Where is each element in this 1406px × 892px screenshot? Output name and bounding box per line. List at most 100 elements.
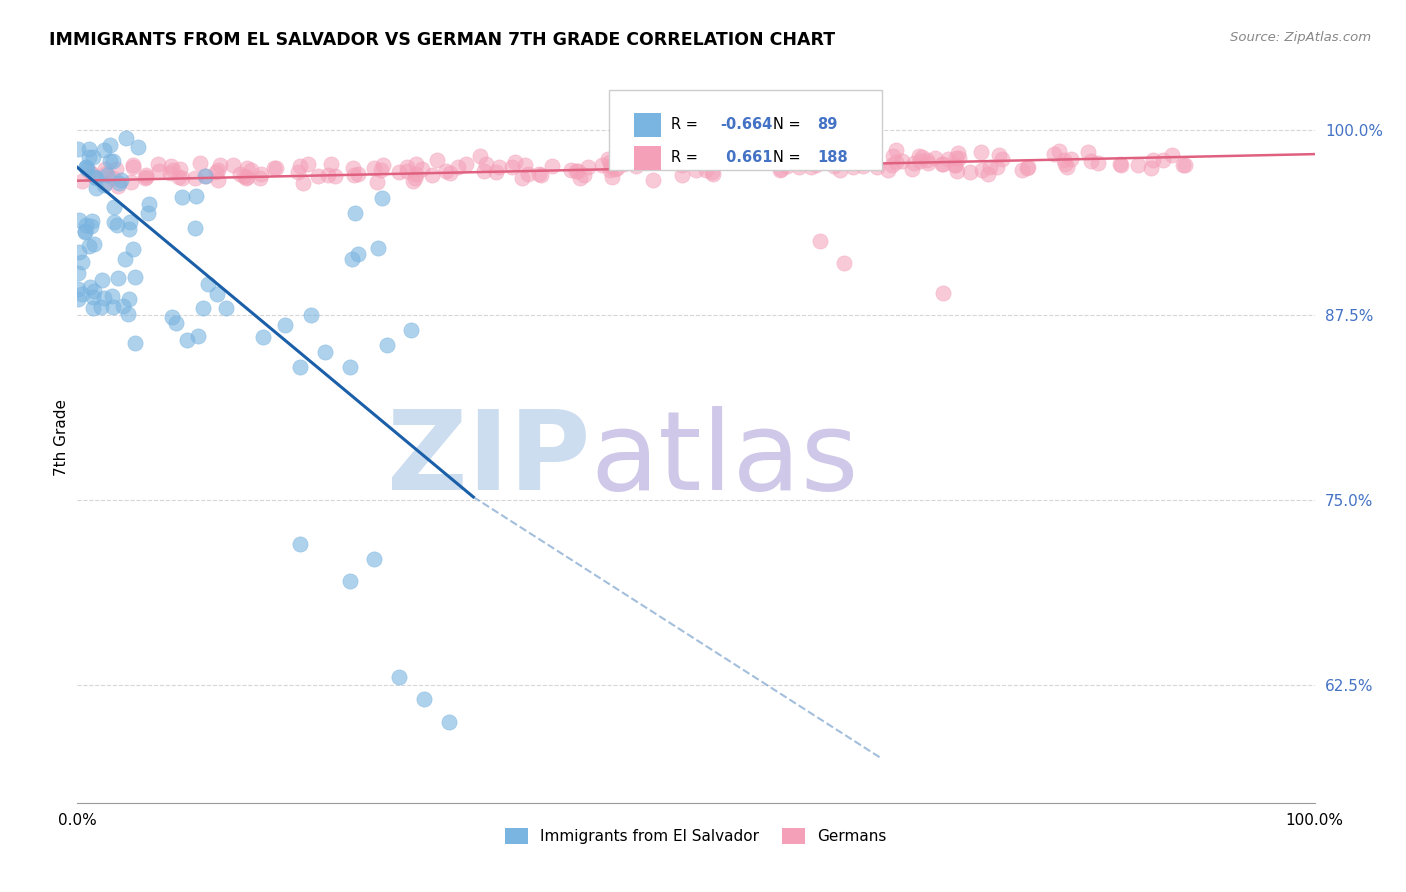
Point — [1053, 153, 1076, 167]
Point — [447, 160, 470, 174]
Point — [339, 359, 361, 374]
Point — [169, 162, 191, 177]
Text: atlas: atlas — [591, 406, 859, 513]
Point — [510, 171, 533, 186]
Point — [101, 153, 124, 168]
Point — [236, 169, 259, 184]
Point — [769, 162, 792, 177]
Point — [1174, 158, 1197, 172]
Point — [602, 169, 624, 184]
Point — [828, 162, 851, 177]
Point — [75, 225, 97, 239]
Point — [405, 157, 427, 171]
Text: ZIP: ZIP — [388, 406, 591, 513]
Point — [1047, 144, 1070, 158]
Point — [209, 158, 232, 172]
Point — [70, 287, 93, 301]
Point — [110, 173, 132, 187]
Point — [263, 161, 285, 176]
Point — [79, 279, 101, 293]
Point — [475, 157, 498, 171]
Point — [188, 155, 211, 169]
Point — [103, 171, 125, 186]
Point — [79, 165, 101, 179]
Point — [706, 156, 728, 170]
Point — [80, 167, 103, 181]
Point — [207, 287, 229, 301]
Point — [515, 158, 537, 172]
Point — [891, 153, 914, 168]
Point — [104, 162, 127, 177]
Point — [1077, 145, 1099, 159]
Point — [107, 270, 129, 285]
Point — [124, 336, 146, 351]
Point — [118, 215, 141, 229]
Point — [437, 714, 460, 729]
Point — [866, 160, 889, 174]
Point — [207, 172, 229, 186]
Point — [80, 214, 103, 228]
Point — [991, 153, 1014, 167]
Point — [823, 159, 845, 173]
Point — [70, 255, 93, 269]
Point — [207, 162, 229, 177]
Point — [845, 152, 868, 166]
Point — [83, 237, 105, 252]
Point — [572, 168, 595, 182]
Point — [695, 163, 717, 178]
Point — [107, 178, 129, 193]
Point — [884, 143, 907, 157]
Point — [77, 142, 100, 156]
Point — [787, 161, 810, 175]
Point — [842, 160, 865, 174]
Point — [834, 256, 856, 270]
Text: N =: N = — [773, 151, 804, 165]
Point — [375, 337, 398, 351]
Point — [67, 292, 90, 306]
Point — [176, 333, 198, 347]
Point — [626, 159, 648, 173]
Point — [436, 163, 458, 178]
Point — [67, 212, 90, 227]
Point — [1152, 153, 1174, 168]
Point — [105, 218, 128, 232]
Point — [943, 158, 966, 172]
Point — [274, 318, 297, 333]
Point — [564, 164, 586, 178]
Point — [485, 165, 508, 179]
Point — [1011, 163, 1033, 178]
Point — [233, 169, 256, 184]
Point — [936, 152, 959, 166]
Point — [160, 310, 183, 325]
Point — [931, 157, 953, 171]
Point — [412, 692, 434, 706]
Point — [195, 169, 218, 183]
Point — [370, 163, 392, 178]
Point — [702, 168, 724, 182]
Point — [948, 151, 970, 165]
Point — [560, 162, 582, 177]
Point — [124, 270, 146, 285]
Point — [138, 197, 160, 211]
Point — [103, 200, 125, 214]
Point — [75, 224, 97, 238]
Point — [1142, 153, 1164, 168]
Point — [1054, 157, 1077, 171]
Point — [439, 166, 461, 180]
Point — [159, 166, 181, 180]
Point — [194, 169, 217, 183]
Point — [184, 189, 207, 203]
Point — [1087, 156, 1109, 170]
Point — [804, 158, 827, 172]
Point — [122, 158, 145, 172]
Point — [606, 161, 628, 175]
Point — [325, 169, 347, 183]
Point — [1056, 161, 1078, 175]
Point — [702, 165, 724, 179]
Point — [395, 164, 418, 178]
Point — [77, 239, 100, 253]
Point — [388, 165, 411, 179]
Point — [84, 170, 107, 185]
Point — [756, 150, 779, 164]
Point — [79, 150, 101, 164]
